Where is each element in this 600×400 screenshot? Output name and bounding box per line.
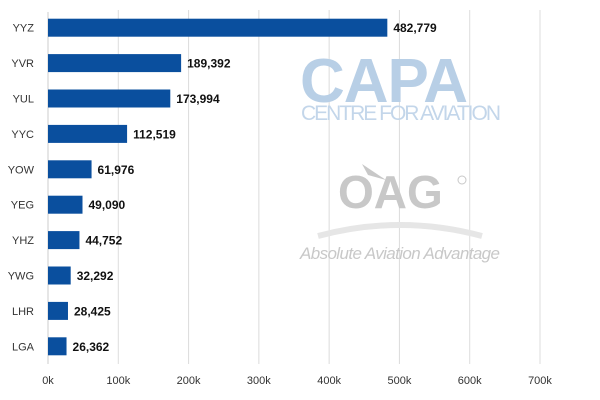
y-tick-label: YEG (11, 200, 34, 212)
data-label: 28,425 (74, 304, 111, 318)
data-label: 112,519 (133, 127, 176, 141)
y-tick-label: YUL (13, 94, 34, 106)
y-tick-label: YYC (11, 129, 34, 141)
bar-yhz (48, 231, 80, 250)
x-tick-label: 200k (177, 375, 201, 387)
y-tick-label: LGA (12, 341, 35, 353)
bar-lhr (48, 301, 68, 320)
capa-logo: CAPA (300, 47, 467, 116)
bar-yyz (48, 18, 388, 37)
y-tick-label: YOW (8, 164, 35, 176)
capa-subtitle: CENTRE FOR AVIATION (301, 102, 501, 125)
data-label: 44,752 (85, 234, 122, 248)
y-axis-labels: YYZ YVR YUL YYC YOW YEG YHZ YWG LHR LGA (8, 23, 35, 354)
bar-yul (48, 89, 171, 108)
data-label: 49,090 (89, 198, 126, 212)
data-label: 482,779 (393, 21, 437, 35)
x-tick-label: 400k (317, 375, 341, 387)
x-tick-label: 700k (528, 375, 552, 387)
x-tick-label: 500k (387, 375, 411, 387)
y-tick-label: LHR (12, 306, 34, 318)
y-tick-label: YYZ (13, 23, 35, 35)
y-tick-label: YWG (8, 271, 34, 283)
bar-yvr (48, 54, 182, 73)
oag-tagline: Absolute Aviation Advantage (299, 244, 500, 263)
x-axis-labels: 0k 100k 200k 300k 400k 500k 600k 700k (42, 375, 552, 387)
y-tick-label: YVR (11, 58, 34, 70)
oag-underline-swoosh (317, 222, 483, 239)
y-tick-label: YHZ (12, 235, 34, 247)
bars (48, 18, 388, 356)
bar-yow (48, 160, 92, 179)
grid-lines (117, 10, 541, 364)
watermark: CAPA CENTRE FOR AVIATION OAG Absolute Av… (299, 47, 501, 263)
oag-logo: OAG (338, 166, 443, 218)
bar-yeg (48, 195, 83, 214)
data-label: 32,292 (77, 269, 114, 283)
bar-lga (48, 337, 67, 356)
bar-yyc (48, 124, 128, 143)
x-tick-label: 0k (42, 375, 54, 387)
oag-swoosh-icon (362, 164, 386, 180)
x-tick-label: 100k (106, 375, 130, 387)
data-label: 173,994 (176, 92, 220, 106)
x-tick-label: 300k (247, 375, 271, 387)
x-tick-label: 600k (458, 375, 482, 387)
data-label: 61,976 (98, 163, 135, 177)
data-label: 189,392 (187, 57, 231, 71)
bar-ywg (48, 266, 71, 285)
data-label: 26,362 (73, 340, 110, 354)
value-labels: 482,779 189,392 173,994 112,519 61,976 49,090… (73, 21, 437, 354)
registered-icon (457, 175, 467, 185)
